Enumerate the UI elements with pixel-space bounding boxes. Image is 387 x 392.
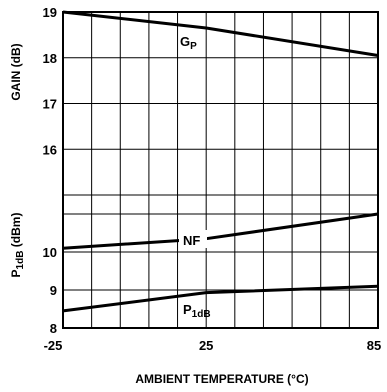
p1db-label-subscript: 1dB — [192, 309, 211, 320]
gain-tick-label: 16 — [43, 142, 57, 157]
series-lines — [62, 10, 379, 313]
p1db-tick-label: 8 — [50, 321, 57, 336]
x-tick-label: -25 — [44, 338, 63, 353]
p1db-tick-label: 9 — [50, 283, 57, 298]
chart-grid — [63, 12, 378, 328]
x-tick-label: 25 — [199, 338, 213, 353]
gp-label-main: G — [180, 34, 190, 49]
p1db-tick-label: 10 — [43, 245, 57, 260]
nf-curve-label: NF — [183, 233, 200, 248]
series-line-gp — [62, 10, 379, 57]
gain-tick-label: 19 — [43, 5, 57, 20]
p1db-label-main: P — [183, 302, 192, 317]
p1db-axis-title-unit: (dBm) — [9, 213, 23, 251]
nf-label-background — [179, 230, 207, 248]
p1db-axis-title: P1dB (dBm) — [9, 213, 26, 278]
p1db-axis-title-main: P — [9, 269, 23, 277]
p1db-curve-label: P1dB — [183, 302, 211, 320]
gain-tick-label: 18 — [43, 51, 57, 66]
gp-curve-label: GP — [180, 34, 197, 52]
gp-label-subscript: P — [190, 41, 197, 52]
plot-frame — [62, 11, 379, 329]
gain-tick-label: 17 — [43, 97, 57, 112]
series-line-p1db — [62, 284, 379, 313]
p1db-axis-title-subscript: 1dB — [15, 251, 26, 270]
series-line-nf — [62, 212, 379, 250]
x-axis-title: AMBIENT TEMPERATURE (°C) — [135, 372, 308, 386]
x-tick-label: 85 — [367, 338, 381, 353]
gain-axis-title: GAIN (dB) — [9, 43, 23, 100]
